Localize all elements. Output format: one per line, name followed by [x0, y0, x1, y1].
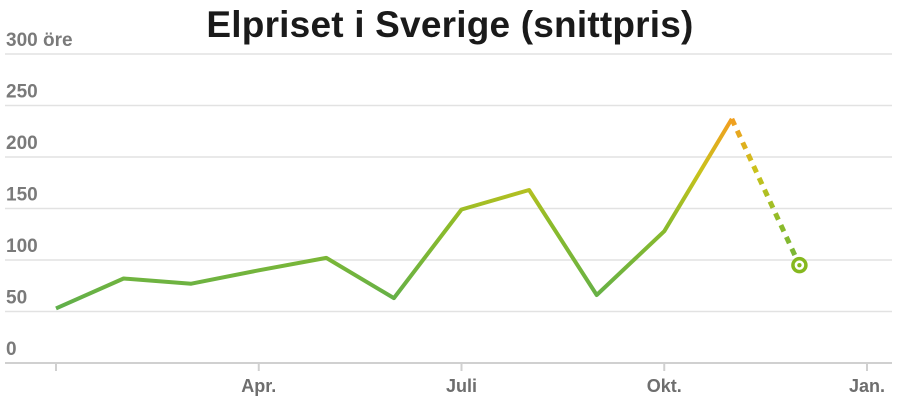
y-tick-label: 150 — [6, 185, 38, 206]
end-marker-dot — [797, 262, 802, 268]
x-tick-label: Juli — [446, 376, 477, 396]
y-tick-label: 0 — [6, 339, 17, 360]
y-tick-label: 100 — [6, 236, 38, 257]
y-tick-label: 50 — [6, 288, 27, 309]
y-tick-label: 250 — [6, 82, 38, 103]
x-tick-label: Apr. — [241, 376, 276, 396]
series — [55, 117, 808, 311]
y-axis-labels: 0 50 100 150 200 250 300 öre — [6, 30, 73, 360]
x-tick-label: Jan. — [849, 376, 885, 396]
x-axis: Apr. Juli Okt. Jan. — [55, 363, 885, 396]
y-tick-label: 200 — [6, 133, 38, 154]
chart-title: Elpriset i Sverige (snittpris) — [206, 4, 694, 45]
price-line — [55, 117, 734, 311]
forecast-line — [729, 117, 802, 267]
x-tick-label: Okt. — [647, 376, 682, 396]
grid — [5, 53, 892, 364]
y-tick-label: 300 öre — [6, 30, 73, 51]
